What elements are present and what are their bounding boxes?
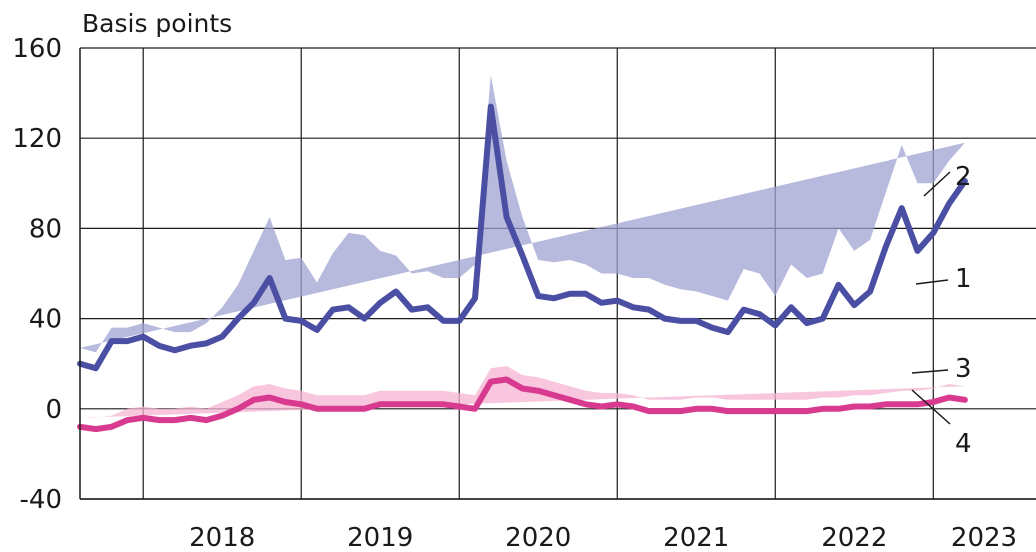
callout-3-leader xyxy=(912,370,948,373)
x-tick-label: 2021 xyxy=(663,523,729,552)
callout-2-label: 2 xyxy=(955,162,972,192)
y-tick-label: 0 xyxy=(45,395,62,425)
y-axis-unit-label: Basis points xyxy=(82,9,232,38)
grid xyxy=(80,48,1036,499)
y-tick-label: 40 xyxy=(29,305,62,335)
callout-3-label: 3 xyxy=(955,354,972,384)
y-tick-label: 120 xyxy=(12,124,62,154)
x-tick-labels: 2018 2019 2020 2021 2022 2023 xyxy=(189,523,1017,552)
x-tick-label: 2022 xyxy=(821,523,887,552)
x-tick-label: 2023 xyxy=(951,523,1017,552)
y-tick-labels: 160 120 80 40 0 -40 xyxy=(12,34,62,515)
x-tick-label: 2019 xyxy=(347,523,413,552)
plot-frame xyxy=(80,48,1036,499)
x-tick-label: 2020 xyxy=(505,523,571,552)
series-callouts: 1 2 3 4 xyxy=(912,162,972,459)
y-tick-label: 160 xyxy=(12,34,62,64)
callout-4-label: 4 xyxy=(955,429,972,459)
confidence-bands xyxy=(80,75,965,418)
callout-1-label: 1 xyxy=(955,264,972,294)
y-tick-label: 80 xyxy=(29,214,62,244)
x-tick-label: 2018 xyxy=(189,523,255,552)
y-tick-label: -40 xyxy=(20,485,62,515)
series-1-band xyxy=(80,75,965,352)
callout-1-leader xyxy=(916,280,948,284)
series-4-line xyxy=(80,380,965,430)
